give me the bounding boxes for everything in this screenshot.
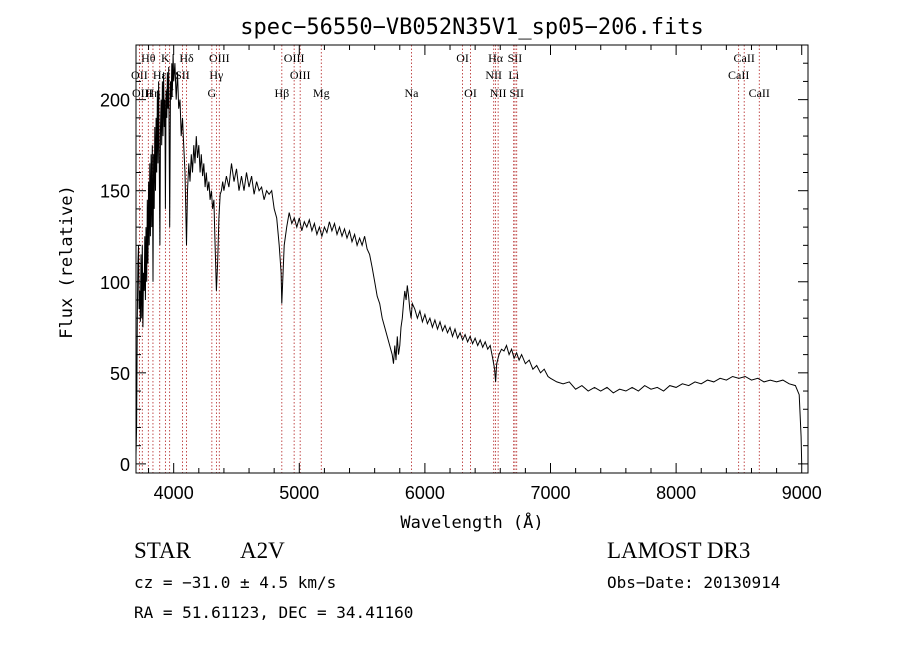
line-label: H	[165, 86, 174, 100]
line-label: Hθ	[141, 51, 156, 65]
x-tick-label: 5000	[279, 483, 319, 503]
x-tick-label: 7000	[530, 483, 570, 503]
spectrum-line	[135, 54, 803, 464]
line-label: K	[161, 51, 170, 65]
y-tick-label: 50	[110, 364, 130, 384]
line-label: Hγ	[209, 68, 224, 82]
spectral-subclass: A2V	[240, 538, 285, 563]
plot-area: Hθ K Hδ OIII OIII OI Hα SII CaII OII Hε SII Hγ OIII NI…	[100, 44, 822, 503]
y-tick-label: 150	[100, 182, 130, 202]
line-label: G	[208, 86, 217, 100]
redshift-text: cz = −31.0 ± 4.5 km/s	[134, 573, 337, 592]
x-tick-label: 9000	[782, 483, 822, 503]
obs-date-text: Obs−Date: 20130914	[607, 573, 781, 592]
line-label: OI	[464, 86, 477, 100]
line-label: OIII	[290, 68, 311, 82]
line-label: SII	[508, 51, 523, 65]
line-label: CaII	[728, 68, 749, 82]
line-label: OIII	[284, 51, 305, 65]
line-label: SII	[509, 86, 524, 100]
line-label: OIII	[132, 86, 153, 100]
x-tick-label: 8000	[656, 483, 696, 503]
line-label: Hα	[488, 51, 504, 65]
y-axis-label: Flux (relative)	[57, 185, 77, 339]
y-tick-label: 0	[120, 455, 130, 475]
line-label: Li	[508, 68, 519, 82]
x-tick-label: 4000	[154, 483, 194, 503]
line-label: NII	[490, 86, 507, 100]
survey-label: LAMOST DR3	[607, 538, 751, 563]
line-label: Na	[404, 86, 419, 100]
x-tick-label: 6000	[405, 483, 445, 503]
line-label: Hδ	[179, 51, 194, 65]
x-axis-label: Wavelength (Å)	[400, 511, 543, 533]
line-label: CaII	[734, 51, 755, 65]
line-label: NII	[485, 68, 502, 82]
line-label: OII	[131, 68, 148, 82]
y-tick-label: 200	[100, 91, 130, 111]
line-label: CaII	[749, 86, 770, 100]
line-label: OI	[456, 51, 469, 65]
line-label: Hη	[145, 86, 160, 100]
y-tick-label: 100	[100, 273, 130, 293]
line-label: Hβ	[274, 86, 289, 100]
line-label: OIII	[209, 51, 230, 65]
plot-frame	[135, 44, 809, 474]
line-label: Mg	[313, 86, 330, 100]
object-class: STAR	[134, 538, 191, 563]
line-label: Hε	[153, 68, 167, 82]
line-label: SII	[175, 68, 190, 82]
chart-title: spec−56550−VB052N35V1_sp05−206.fits	[240, 15, 704, 40]
coordinates-text: RA = 51.61123, DEC = 34.41160	[134, 603, 414, 622]
